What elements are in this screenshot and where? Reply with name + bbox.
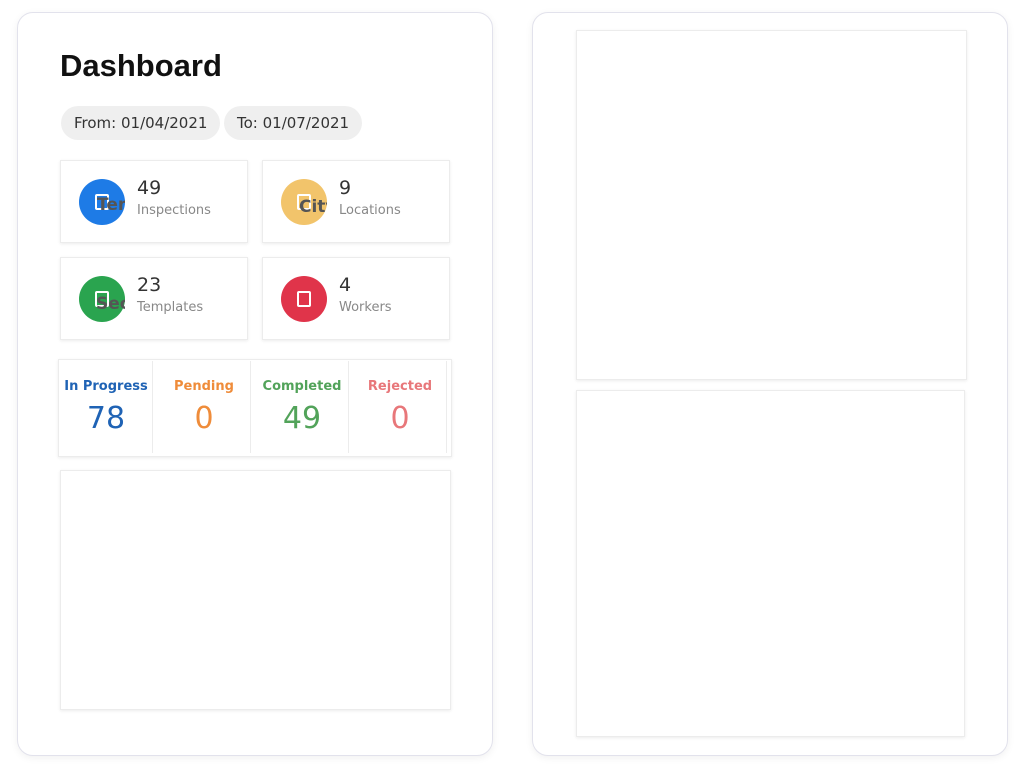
stat-label: Locations — [339, 203, 401, 218]
status-value: 78 — [86, 401, 126, 436]
stat-card[interactable]: Template-wise Performance Scores03060901… — [60, 160, 446, 395]
date-to-filter[interactable]: To: 01/07/2021 — [224, 106, 363, 140]
icon-glyph: City-wise Performance030609012068Fairfax… — [294, 194, 655, 487]
chart-title: City-wise Performance — [299, 197, 327, 217]
dashboard-title: Dashboard — [60, 48, 222, 83]
stat-value: 49 — [137, 177, 162, 199]
icon-glyph: Section-wise Performance03060901200Brand… — [95, 291, 433, 592]
stat-label: Templates — [137, 300, 204, 315]
chart — [577, 31, 966, 379]
icon-glyph: Template-wise Performance Scores03060901… — [95, 194, 446, 395]
stat-value: 9 — [339, 177, 352, 199]
status-label: Rejected — [367, 379, 433, 394]
stat-icon — [281, 276, 327, 322]
stat-card[interactable]: 4 Workers — [262, 257, 450, 340]
stat-card[interactable]: City-wise Performance030609012068Fairfax… — [262, 160, 655, 487]
status-cell[interactable]: Completed 49 — [256, 361, 348, 453]
city-chart-card — [576, 30, 967, 380]
stat-label: Inspections — [137, 203, 211, 218]
chart-title: Section-wise Performance — [96, 294, 125, 314]
status-cell[interactable]: Rejected 0 — [354, 361, 446, 453]
stat-icon: Section-wise Performance03060901200Brand… — [79, 276, 433, 592]
stat-icon: City-wise Performance030609012068Fairfax… — [281, 179, 655, 487]
stat-value: 4 — [339, 274, 352, 296]
icon-glyph — [297, 291, 311, 307]
chart-title: Template-wise Performance Scores — [97, 195, 125, 215]
status-value: 0 — [390, 401, 410, 436]
status-label: In Progress — [64, 379, 148, 394]
stat-value: 23 — [137, 274, 162, 296]
status-value: 0 — [194, 401, 214, 436]
status-cell[interactable]: In Progress 78 — [60, 361, 152, 453]
chart — [61, 471, 450, 709]
status-label: Pending — [174, 379, 234, 394]
template-chart-card — [60, 470, 451, 710]
status-cell[interactable]: Pending 0 — [158, 361, 250, 453]
date-from-filter[interactable]: From: 01/04/2021 — [61, 106, 221, 140]
chart — [577, 391, 964, 736]
stat-label: Workers — [339, 300, 392, 315]
stat-card[interactable]: Section-wise Performance03060901200Brand… — [60, 257, 433, 592]
section-chart-card — [576, 390, 965, 737]
stat-icon: Template-wise Performance Scores03060901… — [79, 179, 446, 395]
status-label: Completed — [262, 379, 342, 394]
status-value: 49 — [282, 401, 322, 436]
